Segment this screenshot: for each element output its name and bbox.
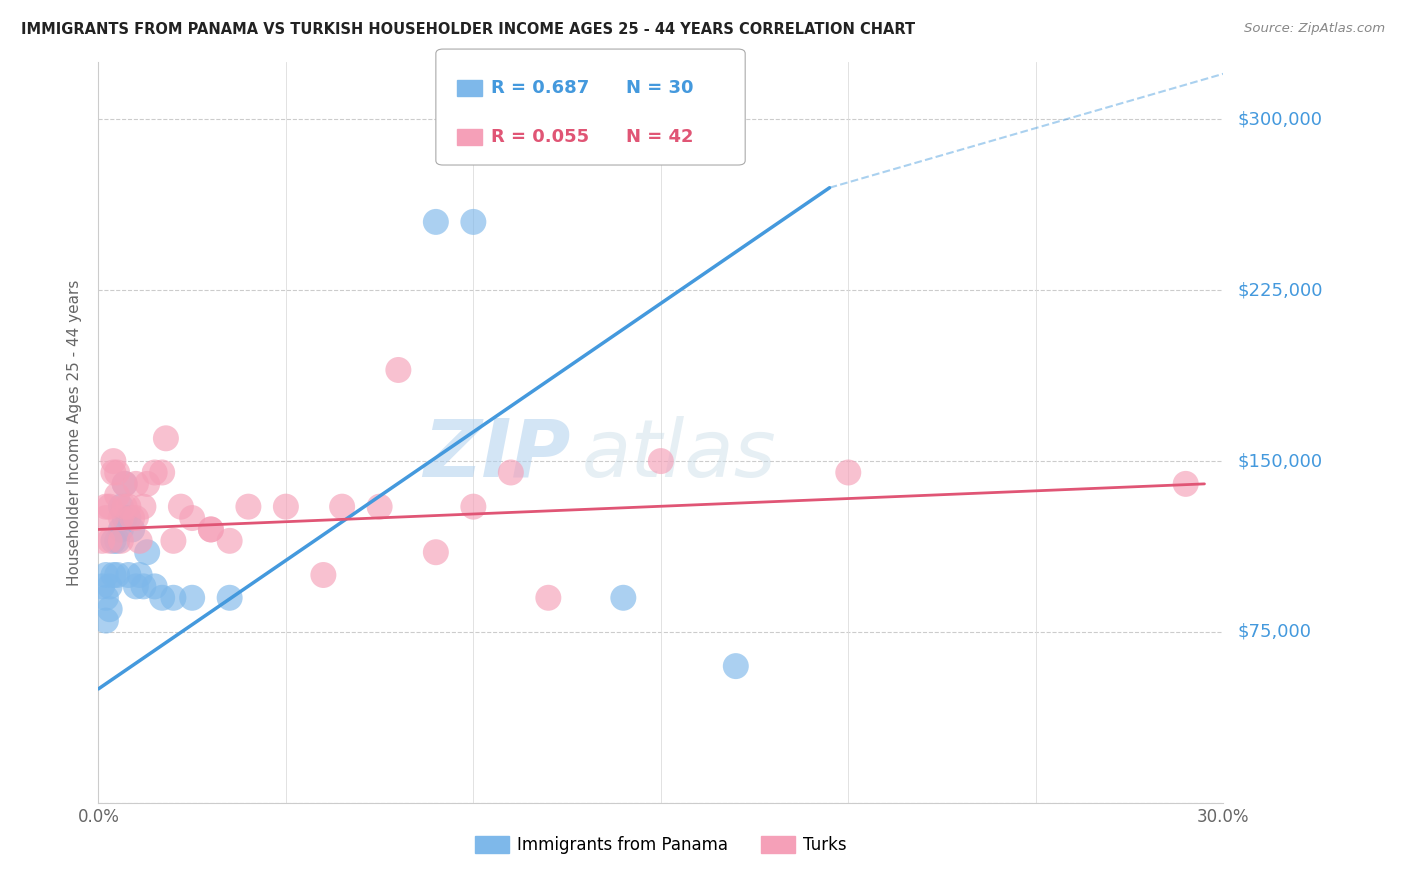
- Point: [837, 466, 859, 480]
- Point: [128, 533, 150, 548]
- Point: [117, 500, 139, 514]
- Point: [143, 579, 166, 593]
- Point: [125, 511, 148, 525]
- Point: [94, 591, 117, 605]
- Y-axis label: Householder Income Ages 25 - 44 years: Householder Income Ages 25 - 44 years: [67, 279, 83, 586]
- Point: [117, 568, 139, 582]
- Point: [103, 466, 125, 480]
- Text: ZIP: ZIP: [423, 416, 571, 494]
- Point: [274, 500, 297, 514]
- Point: [91, 533, 114, 548]
- Text: N = 30: N = 30: [626, 78, 693, 96]
- Point: [200, 523, 222, 537]
- Point: [162, 591, 184, 605]
- Point: [612, 591, 634, 605]
- Point: [121, 511, 143, 525]
- Point: [425, 215, 447, 229]
- Point: [150, 466, 173, 480]
- Point: [330, 500, 353, 514]
- Point: [110, 523, 132, 537]
- Point: [91, 579, 114, 593]
- Point: [312, 568, 335, 582]
- Point: [218, 533, 240, 548]
- Point: [98, 533, 121, 548]
- Point: [181, 591, 204, 605]
- Point: [499, 466, 522, 480]
- Point: [110, 511, 132, 525]
- Point: [132, 500, 155, 514]
- Point: [150, 591, 173, 605]
- Point: [105, 466, 128, 480]
- Point: [136, 476, 159, 491]
- Point: [425, 545, 447, 559]
- Legend: Immigrants from Panama, Turks: Immigrants from Panama, Turks: [468, 830, 853, 861]
- Point: [463, 215, 485, 229]
- Point: [98, 579, 121, 593]
- Point: [650, 454, 672, 468]
- Point: [200, 523, 222, 537]
- Text: IMMIGRANTS FROM PANAMA VS TURKISH HOUSEHOLDER INCOME AGES 25 - 44 YEARS CORRELAT: IMMIGRANTS FROM PANAMA VS TURKISH HOUSEH…: [21, 22, 915, 37]
- Point: [105, 533, 128, 548]
- Point: [537, 591, 560, 605]
- Point: [103, 568, 125, 582]
- Point: [114, 476, 136, 491]
- Text: $150,000: $150,000: [1237, 452, 1322, 470]
- Point: [114, 500, 136, 514]
- Point: [94, 511, 117, 525]
- Point: [117, 511, 139, 525]
- Point: [110, 533, 132, 548]
- Point: [94, 614, 117, 628]
- Text: R = 0.055: R = 0.055: [491, 128, 589, 146]
- Point: [114, 476, 136, 491]
- Point: [387, 363, 409, 377]
- Point: [136, 545, 159, 559]
- Point: [143, 466, 166, 480]
- Point: [103, 533, 125, 548]
- Point: [94, 568, 117, 582]
- Text: N = 42: N = 42: [626, 128, 693, 146]
- Point: [103, 454, 125, 468]
- Point: [463, 500, 485, 514]
- Text: Source: ZipAtlas.com: Source: ZipAtlas.com: [1244, 22, 1385, 36]
- Point: [94, 500, 117, 514]
- Point: [155, 431, 177, 445]
- Point: [121, 523, 143, 537]
- Point: [125, 476, 148, 491]
- Point: [170, 500, 193, 514]
- Point: [105, 568, 128, 582]
- Text: R = 0.687: R = 0.687: [491, 78, 589, 96]
- Point: [98, 500, 121, 514]
- Point: [368, 500, 391, 514]
- Point: [162, 533, 184, 548]
- Point: [1174, 476, 1197, 491]
- Point: [218, 591, 240, 605]
- Point: [110, 500, 132, 514]
- Point: [128, 568, 150, 582]
- Text: $300,000: $300,000: [1237, 111, 1322, 128]
- Text: atlas: atlas: [582, 416, 778, 494]
- Point: [98, 602, 121, 616]
- Point: [181, 511, 204, 525]
- Point: [724, 659, 747, 673]
- Text: $225,000: $225,000: [1237, 281, 1323, 299]
- Point: [132, 579, 155, 593]
- Point: [238, 500, 260, 514]
- Text: $75,000: $75,000: [1237, 623, 1312, 641]
- Point: [114, 511, 136, 525]
- Point: [125, 579, 148, 593]
- Point: [105, 488, 128, 502]
